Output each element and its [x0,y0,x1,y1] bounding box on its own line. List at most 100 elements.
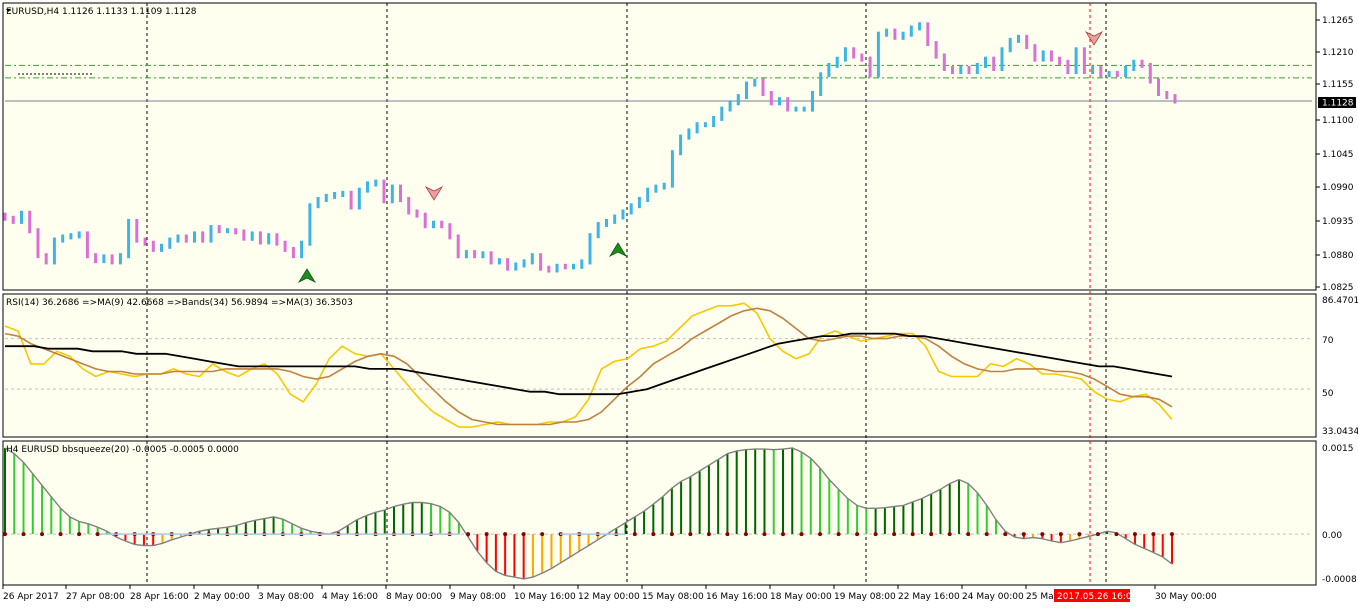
squeeze-dot [799,532,804,537]
price-bar [539,253,543,271]
price-bar [127,218,131,259]
price-bar [728,100,732,112]
dropdown-icon[interactable] [6,9,11,12]
squeeze-dot [910,532,915,537]
price-bar [497,258,501,265]
price-bar [670,150,674,188]
squeeze-dot [762,532,767,537]
price-bar [506,258,510,271]
sell-arrow-icon [424,186,444,201]
price-bar [61,234,65,243]
price-bar [613,214,617,224]
price-bar [885,28,889,37]
price-bar [1082,47,1086,75]
main-price-panel[interactable] [2,2,1317,291]
squeeze-dot [40,532,45,537]
price-bar [366,181,369,193]
rsi-series-line [5,332,1173,396]
price-bar [258,231,262,245]
price-bar [151,240,155,252]
price-bar [555,263,559,273]
price-bar [300,240,304,259]
squeeze-dot [818,532,823,537]
price-bar [28,210,32,234]
price-axis-label: 1.0825 [1322,283,1354,293]
price-bar [563,263,567,270]
price-bar [967,66,971,75]
squeeze-dot [984,532,989,537]
price-bar [1033,44,1037,62]
price-axis-label: 1.1265 [1322,16,1354,26]
price-bar [160,243,163,252]
price-bar [1008,37,1012,53]
highlighted-date-tag [1054,589,1130,602]
price-bar [1148,62,1152,84]
price-bar [415,209,419,218]
price-bar [1058,56,1062,65]
price-bar [184,234,188,243]
price-bar [580,259,584,269]
price-bar [1049,50,1053,62]
squeeze-dot [651,532,656,537]
price-bar [473,250,477,259]
price-axis-label: 1.0880 [1322,251,1354,261]
squeeze-dot [781,532,785,537]
price-bar [572,263,575,270]
rsi-axis-label: 33.0434 [1322,427,1358,437]
price-bar [1124,66,1128,78]
price-bar [1173,94,1177,104]
price-bar [547,265,551,273]
price-bar [975,62,979,75]
time-axis-label: 3 May 08:00 [258,592,314,602]
chart-symbol-header: EURUSD,H4 1.1126 1.1133 1.1109 1.1128 [6,7,197,17]
price-bar [102,254,106,264]
price-bar [984,56,987,68]
buy-arrow-icon [297,268,317,283]
price-bar [143,237,147,246]
price-bar [695,122,699,134]
price-bar [94,253,98,264]
price-bar [703,122,707,128]
price-bar [786,97,790,112]
price-bar [135,218,139,243]
price-bar [588,233,592,265]
price-bar [489,251,493,265]
buy-arrow-icon [608,242,628,257]
price-bar [234,228,238,235]
time-axis-label: 26 Apr 2017 [3,592,59,602]
price-bar [530,253,534,265]
price-axis-label: 1.1100 [1322,116,1354,126]
price-bar [11,215,15,224]
squeeze-dot [1021,532,1026,537]
price-bar [193,231,196,243]
price-bar [1041,50,1045,62]
price-bar [374,179,378,187]
price-bar [291,247,295,259]
time-axis-label: 15 May 08:00 [642,592,704,602]
price-bar [1000,47,1004,71]
price-bar [333,192,337,199]
highlighted-date-label: 2017.05.26 16:00 [1057,592,1138,602]
price-bar [69,233,73,240]
price-axis-label: 1.1045 [1322,150,1354,160]
price-bar [819,72,823,96]
squeeze-panel[interactable] [2,440,1317,586]
price-axis-label: 1.0935 [1322,217,1354,227]
squeeze-axis-label: 0.0015 [1322,444,1354,454]
time-axis-label: 8 May 00:00 [386,592,442,602]
price-bar [1066,59,1070,75]
price-bar [242,229,246,241]
price-bar [349,190,353,210]
price-bar [308,203,312,246]
price-bar [942,53,946,71]
price-bar [110,254,114,265]
squeeze-dot [1095,532,1100,537]
time-axis-label: 27 Apr 08:00 [66,592,125,602]
squeeze-dot [77,532,82,537]
price-bar [761,78,765,96]
current-price-label: 1.1128 [1322,99,1354,109]
price-bar [226,228,229,234]
rsi-panel[interactable] [2,293,1317,438]
squeeze-dot [58,532,63,537]
